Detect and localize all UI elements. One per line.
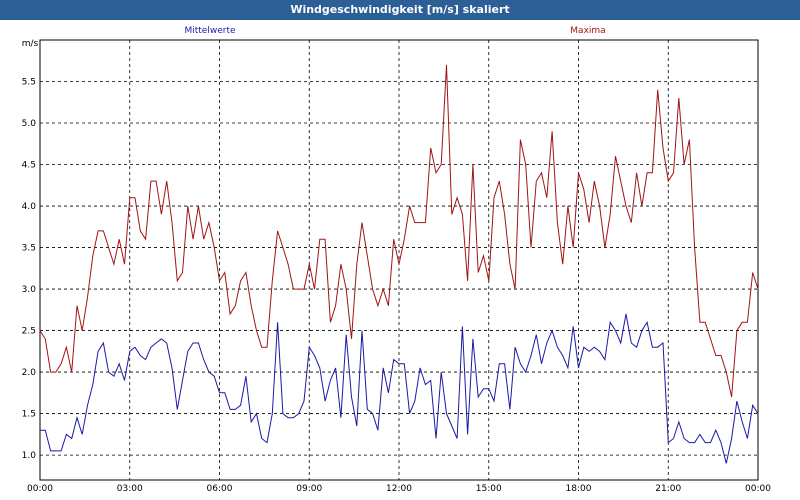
y-tick-label: 1.0: [22, 451, 37, 461]
legend-mittelwerte: Mittelwerte: [184, 26, 235, 36]
x-tick-time: 03:00: [117, 484, 143, 494]
grid-lines: [40, 40, 758, 480]
y-tick-label: 3.5: [22, 244, 36, 254]
x-tick-time: 18:00: [566, 484, 592, 494]
series-line-maxima: [39, 64, 759, 398]
y-tick-label: 2.0: [22, 368, 37, 378]
y-axis: 1.0 1.5 2.0 2.5 3.0 3.5 4.0 4.5 5.0 5.5: [22, 78, 37, 462]
x-tick-time: 21:00: [655, 484, 681, 494]
y-tick-label: 2.5: [22, 327, 36, 337]
x-tick-time: 15:00: [476, 484, 502, 494]
x-axis: 00:0029.08.1703:0029.08.1706:0029.08.170…: [27, 484, 771, 494]
x-tick-time: 12:00: [386, 484, 412, 494]
x-tick-time: 06:00: [207, 484, 233, 494]
x-tick-time: 00:00: [745, 484, 771, 494]
series-line-mittelwerte: [40, 313, 759, 464]
y-tick-label: 5.5: [22, 78, 36, 88]
wind-speed-chart: 1.0 1.5 2.0 2.5 3.0 3.5 4.0 4.5 5.0 5.5 00:0029.0…: [22, 26, 772, 494]
series-lines: [39, 64, 759, 464]
y-tick-label: 4.0: [22, 202, 37, 212]
y-tick-label: 5.0: [22, 119, 37, 129]
x-tick-time: 09:00: [296, 484, 322, 494]
x-tick-time: 00:00: [27, 484, 53, 494]
window-title: Windgeschwindigkeit [m/s] skaliert: [0, 0, 800, 20]
y-axis-unit-label: m/s: [22, 39, 39, 49]
y-tick-label: 3.0: [22, 285, 37, 295]
y-tick-label: 4.5: [22, 161, 36, 171]
legend-maxima: Maxima: [570, 26, 605, 36]
y-tick-label: 1.5: [22, 410, 36, 420]
